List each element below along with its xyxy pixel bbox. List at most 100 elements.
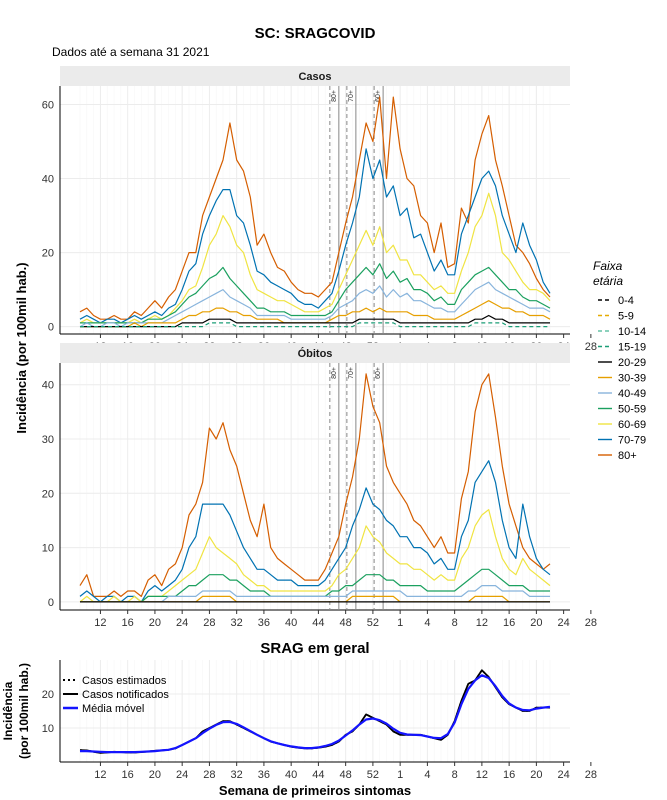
vaccine-label-70+: 70+ xyxy=(348,90,355,102)
x-tick-label: 24 xyxy=(176,617,188,629)
x-tick-label: 36 xyxy=(258,617,270,629)
chart-title: SC: SRAGCOVID xyxy=(255,25,376,42)
legend-label-60-69: 60-69 xyxy=(618,419,646,431)
x-tick-label: 8 xyxy=(452,769,458,781)
y-tick-label: 40 xyxy=(42,380,54,392)
facet-label: Óbitos xyxy=(298,347,333,360)
x-tick-label: 52 xyxy=(367,617,379,629)
bottom-y-axis-title: (por 100mil hab.) xyxy=(17,663,31,759)
vaccine-label-60+: 60+ xyxy=(375,90,382,102)
x-tick-label: 16 xyxy=(503,617,515,629)
vaccine-label-80+: 80+ xyxy=(331,90,338,102)
x-tick-label: 1 xyxy=(397,769,403,781)
bottom-legend-label: Casos estimados xyxy=(82,675,167,687)
x-axis-title: Semana de primeiros sintomas xyxy=(219,783,411,798)
y-tick-label: 20 xyxy=(42,689,54,701)
bottom-legend-label: Média móvel xyxy=(82,703,144,715)
series-50-59 xyxy=(80,263,551,324)
y-tick-label: 0 xyxy=(48,597,54,609)
x-tick-label: 20 xyxy=(530,769,542,781)
series-40-49 xyxy=(80,585,550,603)
x-tick-label: 52 xyxy=(367,769,379,781)
x-tick-label: 32 xyxy=(231,769,243,781)
series-70-79 xyxy=(79,148,551,324)
vaccine-label-80+: 80+ xyxy=(331,367,338,379)
x-tick-label: 4 xyxy=(424,769,430,781)
legend-label-80+: 80+ xyxy=(618,450,637,462)
legend-label-50-59: 50-59 xyxy=(618,404,646,416)
x-tick-label: 28 xyxy=(585,341,597,353)
x-tick-label: 4 xyxy=(424,617,430,629)
legend-label-40-49: 40-49 xyxy=(618,388,646,400)
x-tick-label: 40 xyxy=(285,617,297,629)
x-tick-label: 28 xyxy=(585,769,597,781)
bottom-y-axis-title: Incidência xyxy=(1,681,15,740)
chart-subtitle: Dados até a semana 31 2021 xyxy=(52,45,210,59)
y-tick-label: 0 xyxy=(48,322,54,334)
x-tick-label: 48 xyxy=(340,769,352,781)
y-tick-label: 60 xyxy=(42,100,54,112)
legend-label-20-29: 20-29 xyxy=(618,357,646,369)
x-tick-label: 28 xyxy=(203,617,215,629)
x-tick-label: 24 xyxy=(176,769,188,781)
series-15-19 xyxy=(80,322,550,328)
legend-label-5-9: 5-9 xyxy=(618,311,634,323)
x-tick-label: 24 xyxy=(557,617,569,629)
series-30-39 xyxy=(80,595,550,603)
vaccine-label-70+: 70+ xyxy=(348,367,355,379)
x-tick-label: 20 xyxy=(149,769,161,781)
series-80+ xyxy=(79,96,551,320)
panel-0: Casos02040601216202428323640444852148121… xyxy=(42,66,597,353)
x-tick-label: 12 xyxy=(476,769,488,781)
series-20-29 xyxy=(80,314,550,328)
x-tick-label: 28 xyxy=(585,617,597,629)
x-tick-label: 32 xyxy=(231,617,243,629)
y-tick-label: 20 xyxy=(42,248,54,260)
y-tick-label: 10 xyxy=(42,543,54,555)
y-tick-label: 30 xyxy=(42,434,54,446)
series-60-69 xyxy=(79,192,551,324)
series-40-49 xyxy=(79,281,551,328)
x-tick-label: 40 xyxy=(285,769,297,781)
facet-strip xyxy=(60,343,570,363)
x-tick-label: 24 xyxy=(557,769,569,781)
series-80+ xyxy=(79,373,551,597)
x-tick-label: 1 xyxy=(397,617,403,629)
y-tick-label: 40 xyxy=(42,174,54,186)
y-axis-title: Incidência (por 100mil hab.) xyxy=(14,262,29,433)
facet-label: Casos xyxy=(298,71,331,83)
vaccine-label-60+: 60+ xyxy=(375,367,382,379)
bottom-legend: Casos estimados Casos notificados Média mó… xyxy=(63,675,169,715)
x-tick-label: 12 xyxy=(94,617,106,629)
x-tick-label: 12 xyxy=(476,617,488,629)
y-tick-label: 10 xyxy=(42,723,54,735)
legend-label-10-14: 10-14 xyxy=(618,326,646,338)
x-tick-label: 44 xyxy=(312,617,324,629)
x-tick-label: 36 xyxy=(258,769,270,781)
x-tick-label: 28 xyxy=(203,769,215,781)
x-tick-label: 12 xyxy=(94,769,106,781)
x-tick-label: 44 xyxy=(312,769,324,781)
x-tick-label: 20 xyxy=(530,617,542,629)
x-tick-label: 16 xyxy=(122,617,134,629)
x-tick-label: 8 xyxy=(452,617,458,629)
bottom-legend-label: Casos notificados xyxy=(82,689,169,701)
facet-strip xyxy=(60,66,570,86)
legend-title: Faixa xyxy=(593,259,623,273)
legend-label-15-19: 15-19 xyxy=(618,342,646,354)
x-tick-label: 48 xyxy=(340,617,352,629)
legend-label-70-79: 70-79 xyxy=(618,435,646,447)
x-tick-label: 20 xyxy=(149,617,161,629)
legend-label-0-4: 0-4 xyxy=(618,295,634,307)
x-tick-label: 16 xyxy=(503,769,515,781)
x-tick-label: 16 xyxy=(122,769,134,781)
series-M-dia-m-vel xyxy=(80,674,551,754)
bottom-panel-title: SRAG em geral xyxy=(260,640,369,657)
legend-title: etária xyxy=(593,274,623,288)
y-tick-label: 20 xyxy=(42,488,54,500)
series-Casos-estimados xyxy=(79,669,550,754)
